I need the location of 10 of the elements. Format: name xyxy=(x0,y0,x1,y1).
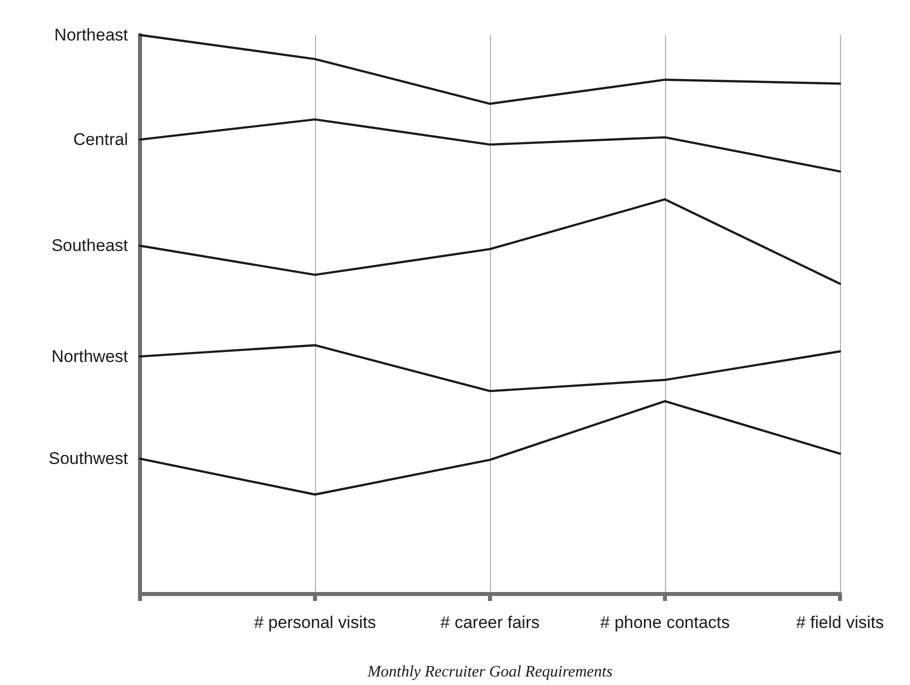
x-tick-label: # field visits xyxy=(796,613,884,632)
x-tick-label: # career fairs xyxy=(440,613,540,632)
series-label: Northeast xyxy=(54,26,128,44)
series-label: Southwest xyxy=(48,449,128,468)
x-axis-title: Monthly Recruiter Goal Requirements xyxy=(366,664,613,680)
x-tick-label: # personal visits xyxy=(254,613,376,632)
x-tick-label: # phone contacts xyxy=(600,613,730,632)
series-label: Southeast xyxy=(51,236,128,256)
series-label: Central xyxy=(73,130,128,150)
series-label: Northwest xyxy=(51,346,128,366)
